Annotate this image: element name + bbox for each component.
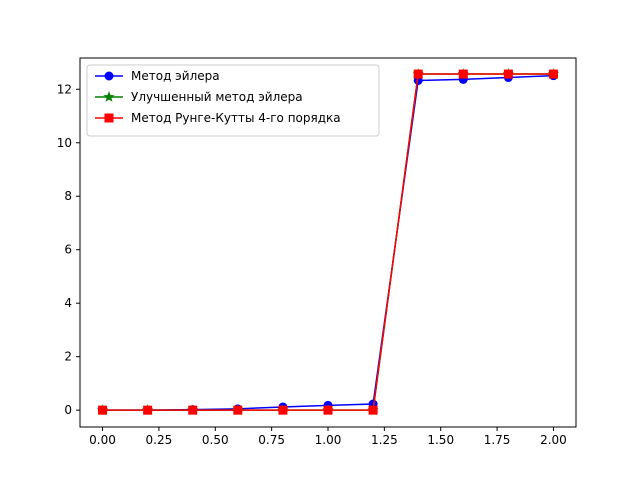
legend-label: Метод эйлера <box>131 69 220 83</box>
x-axis: 0.00 0.25 0.50 0.75 1.00 1.25 1.50 1.75 2.00 <box>89 427 567 447</box>
legend-item: Метод эйлера <box>95 69 220 83</box>
data-point <box>458 69 468 79</box>
x-tick-label: 1.00 <box>315 433 342 447</box>
legend-item: Улучшенный метод эйлера <box>95 90 303 104</box>
legend-marker <box>103 91 115 102</box>
legend: Метод эйлера Улучшенный метод эйлера Метод… <box>86 64 380 137</box>
legend-marker <box>104 71 114 81</box>
data-point <box>278 405 288 415</box>
legend-label: Метод Рунге-Кутты 4-го порядка <box>131 111 341 125</box>
data-point <box>98 405 108 415</box>
x-tick-label: 1.75 <box>484 433 511 447</box>
data-point <box>548 69 558 79</box>
y-axis: 0 2 4 6 8 10 12 <box>57 82 80 417</box>
x-tick-label: 0.75 <box>258 433 285 447</box>
data-point <box>143 405 153 415</box>
x-tick-label: 0.25 <box>146 433 173 447</box>
series-3 <box>98 69 558 415</box>
legend-box <box>86 64 380 137</box>
data-point <box>368 405 378 415</box>
legend-item: Метод Рунге-Кутты 4-го порядка <box>95 111 341 125</box>
x-tick-label: 2.00 <box>540 433 567 447</box>
y-tick-label: 12 <box>57 82 72 96</box>
y-tick-label: 0 <box>64 403 72 417</box>
y-tick-label: 4 <box>64 296 72 310</box>
x-tick-label: 1.25 <box>371 433 398 447</box>
data-point <box>413 69 423 79</box>
y-tick-label: 10 <box>57 136 72 150</box>
x-tick-label: 0.50 <box>202 433 229 447</box>
x-tick-label: 1.50 <box>427 433 454 447</box>
data-point <box>188 405 198 415</box>
data-point <box>233 405 243 415</box>
x-tick-label: 0.00 <box>89 433 116 447</box>
y-tick-label: 6 <box>64 243 72 257</box>
y-tick-label: 8 <box>64 189 72 203</box>
data-point <box>503 69 513 79</box>
legend-marker <box>104 113 114 123</box>
data-point <box>323 405 333 415</box>
legend-label: Улучшенный метод эйлера <box>131 90 303 104</box>
plot-area <box>96 68 560 415</box>
y-tick-label: 2 <box>64 350 72 364</box>
